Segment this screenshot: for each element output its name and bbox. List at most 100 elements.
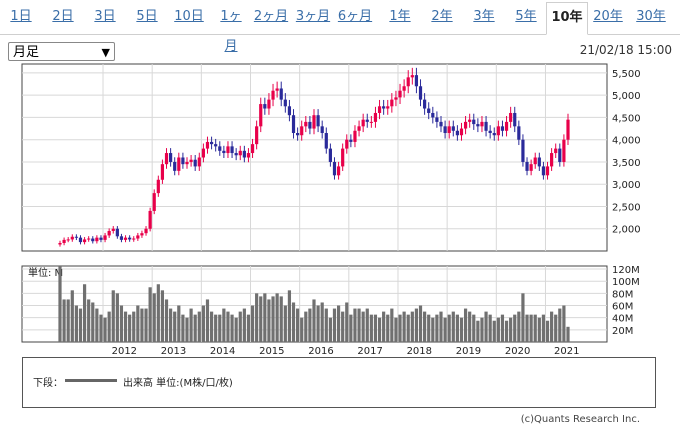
year-label: 2014: [210, 346, 235, 357]
volume-tick-label: 120M: [612, 265, 640, 276]
price-tick-label: 3,500: [612, 158, 641, 169]
tab-15[interactable]: 30年: [636, 9, 666, 24]
candle-body: [78, 237, 83, 243]
candle-body: [365, 119, 369, 122]
candle-body: [398, 90, 402, 98]
tab-1[interactable]: 2日: [52, 9, 74, 24]
candle-body: [410, 75, 414, 78]
candle-body: [115, 228, 119, 237]
volume-bar: [533, 314, 537, 342]
tab-4[interactable]: 10日: [174, 9, 204, 24]
candle-body: [406, 77, 410, 87]
volume-legend-swatch: [65, 379, 117, 382]
candle-body: [427, 108, 431, 113]
volume-bar: [156, 284, 160, 342]
volume-bar: [164, 299, 169, 342]
period-select[interactable]: 月足 ▼: [8, 42, 115, 61]
candle-body: [82, 239, 87, 243]
candle-body: [431, 112, 435, 118]
candle-body: [386, 106, 390, 109]
volume-bar: [287, 290, 292, 342]
volume-bar: [279, 296, 283, 342]
candle-body: [509, 112, 513, 122]
volume-bar: [431, 317, 435, 342]
candle-body: [472, 119, 476, 125]
candle-body: [480, 121, 484, 127]
volume-bar: [562, 305, 566, 342]
price-panel: [21, 63, 608, 252]
candle-body: [62, 239, 66, 243]
candle-body: [70, 236, 74, 240]
volume-bar: [447, 314, 451, 342]
volume-bar: [316, 305, 320, 342]
year-label: 2020: [505, 346, 530, 357]
candle-body: [193, 159, 197, 167]
volume-bar: [439, 311, 443, 342]
candle-body: [222, 150, 226, 154]
volume-bar: [58, 266, 62, 342]
volume-bar: [435, 314, 439, 342]
candle-body: [263, 104, 267, 109]
year-label: 2013: [161, 346, 186, 357]
tab-13[interactable]: 10年: [546, 2, 588, 35]
candle-body: [517, 126, 521, 140]
tab-3[interactable]: 5日: [136, 9, 158, 24]
volume-bar: [484, 311, 488, 342]
candle-body: [201, 148, 205, 158]
candle-body: [529, 164, 533, 171]
volume-bar: [365, 308, 369, 342]
tab-5[interactable]: 1ヶ月: [220, 9, 242, 54]
candle-body: [345, 139, 349, 149]
candle-body: [537, 157, 541, 167]
volume-bar: [550, 311, 554, 342]
tab-6[interactable]: 2ヶ月: [253, 9, 289, 24]
candle-body: [136, 235, 140, 239]
tab-8[interactable]: 6ヶ月: [337, 9, 373, 24]
candle-body: [554, 148, 558, 154]
tab-2[interactable]: 3日: [94, 9, 116, 24]
volume-bar: [373, 314, 378, 342]
volume-bar: [554, 314, 558, 342]
volume-bar: [185, 317, 189, 342]
candle-body: [463, 121, 468, 129]
volume-bar: [513, 314, 517, 342]
candle-body: [545, 166, 550, 176]
candle-body: [58, 242, 62, 245]
price-tick-label: 4,500: [612, 113, 641, 124]
volume-bar: [509, 317, 513, 342]
candle-body: [492, 133, 496, 136]
candle-body: [103, 235, 107, 240]
volume-bar: [558, 308, 562, 342]
tab-11[interactable]: 3年: [473, 9, 495, 24]
volume-bar: [406, 314, 410, 342]
chart-legend: 下段： 出来高 単位:(M株/口/枚): [22, 357, 656, 408]
tab-14[interactable]: 20年: [593, 9, 623, 24]
candle-body: [332, 161, 337, 176]
candle-body: [91, 238, 95, 242]
volume-bar: [320, 302, 324, 342]
tab-10[interactable]: 2年: [431, 9, 453, 24]
candle-body: [566, 119, 570, 140]
candle-body: [66, 239, 70, 241]
tab-9[interactable]: 1年: [389, 9, 411, 24]
volume-bar: [242, 308, 246, 342]
volume-bar: [218, 314, 222, 342]
volume-bar: [291, 302, 296, 342]
volume-bar: [468, 311, 472, 342]
volume-bar: [91, 302, 95, 342]
volume-bar: [390, 308, 394, 342]
volume-bar: [504, 320, 509, 342]
price-tick-label: 2,000: [612, 225, 641, 236]
volume-tick-label: 40M: [612, 314, 633, 325]
volume-bar: [308, 308, 312, 342]
candle-body: [459, 128, 464, 136]
tab-12[interactable]: 5年: [515, 9, 537, 24]
tab-0[interactable]: 1日: [10, 9, 32, 24]
tab-7[interactable]: 3ヶ月: [295, 9, 331, 24]
candle-body: [148, 210, 152, 229]
candle-body: [308, 121, 312, 129]
volume-bar: [230, 314, 234, 342]
volume-bar: [238, 311, 242, 342]
candle-body: [107, 230, 111, 236]
